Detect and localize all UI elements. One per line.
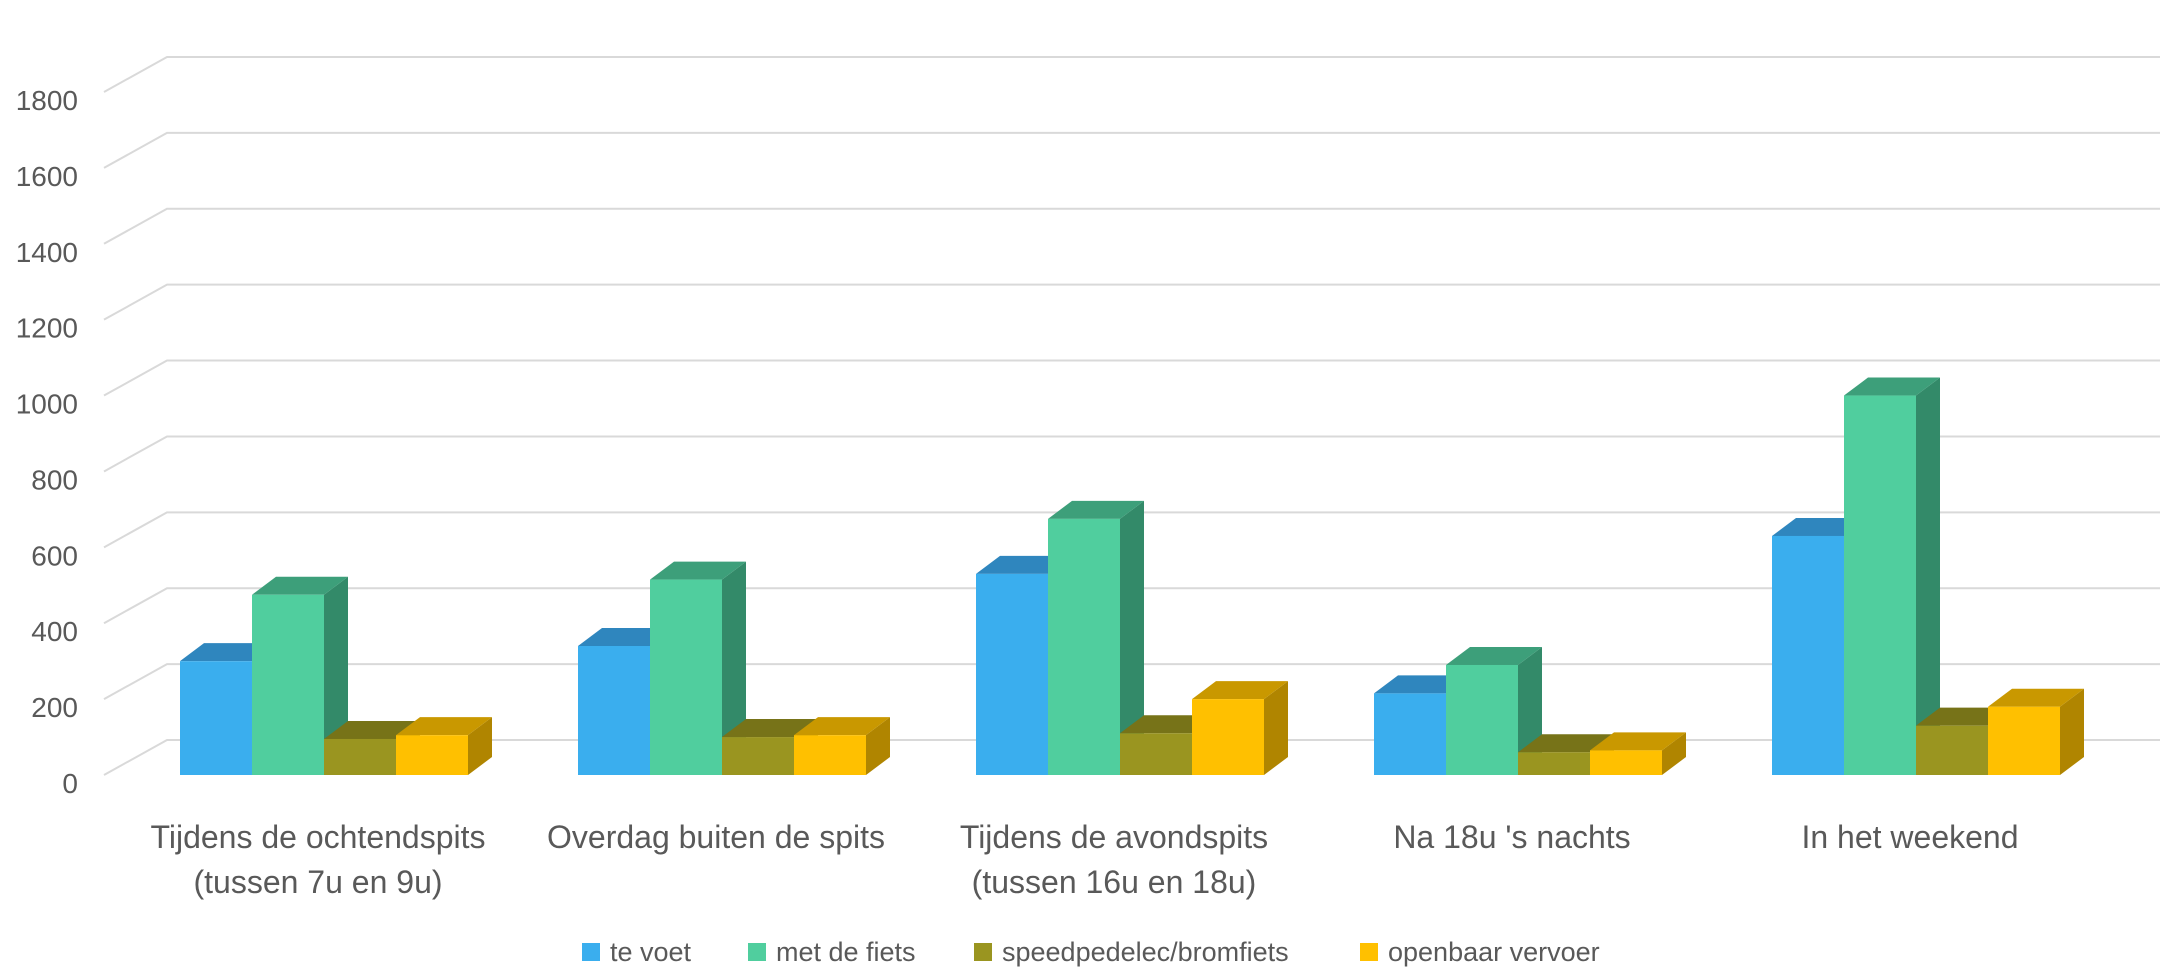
bar-front xyxy=(324,738,396,775)
bar-front xyxy=(1590,750,1662,775)
bar-front xyxy=(794,735,866,775)
gridline xyxy=(103,587,2160,625)
legend-swatch xyxy=(748,943,766,961)
category-label: Na 18u 's nachts xyxy=(1393,819,1630,855)
gridline xyxy=(103,207,2160,245)
legend-label: speedpedelec/bromfiets xyxy=(1002,937,1289,967)
legend-item: te voet xyxy=(582,937,692,967)
bar xyxy=(1988,688,2084,775)
bar-front xyxy=(180,661,252,775)
bar-front xyxy=(1192,699,1264,775)
bar-top xyxy=(1988,688,2084,707)
bar-side xyxy=(2060,688,2084,775)
y-tick-label: 1600 xyxy=(16,161,78,192)
gridline xyxy=(103,131,2160,169)
category-label: Tijdens de avondspits (tussen 16u en 18u) xyxy=(960,819,1268,900)
bar-top xyxy=(1518,734,1614,753)
bar-front xyxy=(722,737,794,775)
bar-top xyxy=(1844,377,1940,396)
gridline xyxy=(103,435,2160,473)
y-tick-label: 1400 xyxy=(16,237,78,268)
bar-front xyxy=(1048,518,1120,775)
bar-front xyxy=(1374,693,1446,775)
bar xyxy=(252,576,348,775)
bar xyxy=(650,561,746,775)
legend-item: met de fiets xyxy=(748,937,916,967)
bar xyxy=(1446,646,1542,775)
bar-front xyxy=(976,573,1048,775)
y-tick-label: 1800 xyxy=(16,85,78,116)
gridlines xyxy=(103,56,2160,776)
y-tick-label: 1200 xyxy=(16,313,78,344)
bar-front xyxy=(578,645,650,775)
y-tick-label: 400 xyxy=(31,616,78,647)
bar-front xyxy=(252,594,324,775)
category-label: In het weekend xyxy=(1801,819,2018,855)
bar-top xyxy=(722,719,818,738)
bar-front xyxy=(1518,752,1590,775)
bar xyxy=(1844,377,1940,775)
legend-label: te voet xyxy=(610,937,692,967)
legend-label: openbaar vervoer xyxy=(1388,937,1600,967)
gridline xyxy=(103,283,2160,321)
bar xyxy=(1590,732,1686,775)
bar-top xyxy=(1590,732,1686,751)
bar-side xyxy=(1120,500,1144,775)
legend-item: openbaar vervoer xyxy=(1360,937,1600,967)
bar-top xyxy=(650,561,746,580)
bar-side xyxy=(722,561,746,775)
bar xyxy=(1048,500,1144,775)
bar-top xyxy=(1048,500,1144,519)
bar-front xyxy=(396,735,468,775)
bar-side xyxy=(324,576,348,775)
bar-front xyxy=(1916,725,1988,775)
legend: te voet met de fiets speedpedelec/bromfiet… xyxy=(582,937,1600,967)
bar-side xyxy=(866,717,890,775)
y-tick-label: 600 xyxy=(31,540,78,571)
y-axis-tick-labels: 0 200 400 600 800 1000 1200 1400 1600 1800 xyxy=(16,85,78,799)
x-axis-category-labels: Tijdens de ochtendspits (tussen 7u en 9u)… xyxy=(150,819,2018,900)
gridline xyxy=(103,56,2160,93)
bar-front xyxy=(650,579,722,775)
bar-front xyxy=(1120,733,1192,775)
legend-swatch xyxy=(974,943,992,961)
bar xyxy=(396,717,492,775)
bar-top xyxy=(794,717,890,736)
bar-front xyxy=(1988,706,2060,775)
bar-front xyxy=(1446,664,1518,775)
bar-front xyxy=(1844,395,1916,775)
legend-item: speedpedelec/bromfiets xyxy=(974,937,1289,967)
bar-side xyxy=(1264,681,1288,775)
category-label: Overdag buiten de spits xyxy=(547,819,885,855)
legend-swatch xyxy=(582,943,600,961)
bar-side xyxy=(468,717,492,775)
bar-side xyxy=(1662,732,1686,775)
bar-top xyxy=(324,720,420,739)
bar-top xyxy=(1192,681,1288,700)
legend-label: met de fiets xyxy=(776,937,916,967)
category-label: Tijdens de ochtendspits (tussen 7u en 9u) xyxy=(150,819,485,900)
bar-front xyxy=(1772,535,1844,775)
legend-swatch xyxy=(1360,943,1378,961)
bar-side xyxy=(1916,377,1940,775)
y-tick-label: 1000 xyxy=(16,389,78,420)
y-tick-label: 800 xyxy=(31,464,78,495)
bar xyxy=(794,717,890,775)
gridline xyxy=(103,359,2160,397)
y-tick-label: 0 xyxy=(62,768,78,799)
y-tick-label: 200 xyxy=(31,692,78,723)
bar-top xyxy=(396,717,492,736)
gridline xyxy=(103,511,2160,549)
bar-top xyxy=(252,576,348,595)
bar-series xyxy=(180,377,2084,775)
bar xyxy=(1192,681,1288,775)
bar-top xyxy=(1446,646,1542,665)
